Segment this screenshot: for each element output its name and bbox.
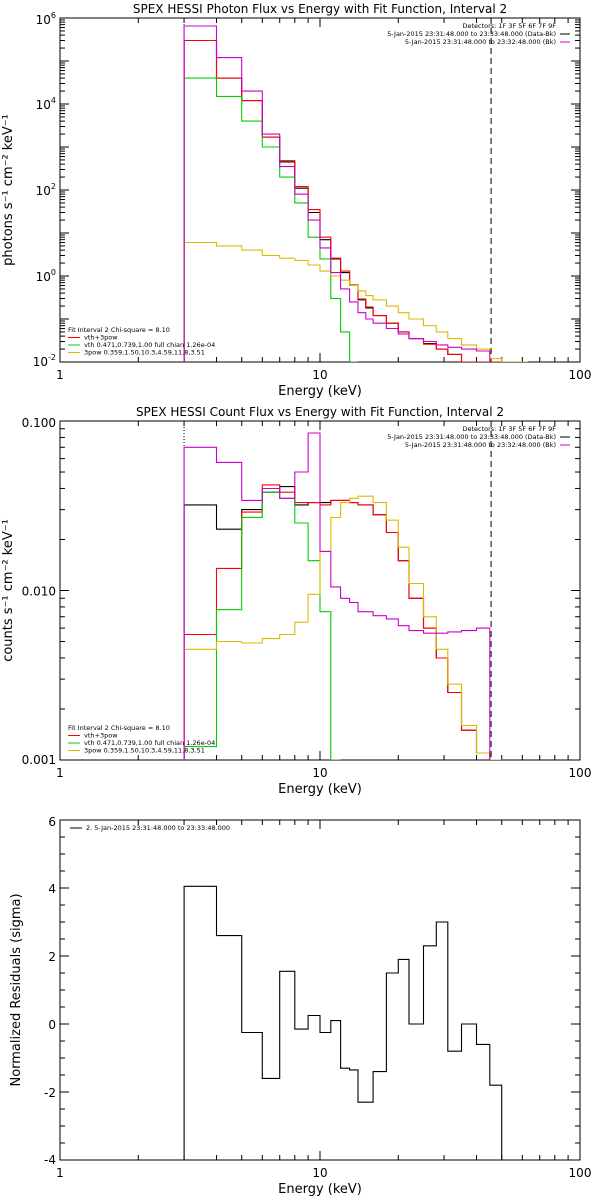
- x-tick-label: 100: [569, 766, 592, 780]
- series-line-3pow: [183, 495, 502, 760]
- legend-entry: Fit Interval 2 Chi-square = 8.10: [68, 326, 170, 334]
- y-tick-exponent: 4: [51, 96, 56, 105]
- legend-entry: 5-Jan-2015 23:31:48.000 to 23:32:48.000 …: [405, 38, 556, 46]
- legend-entry: 3pow 0.359,1.50,10.3,4.59,11.8,3.51: [84, 349, 205, 357]
- legend-entry: 3pow 0.359,1.50,10.3,4.59,11.8,3.51: [84, 747, 205, 755]
- legend-entry: vth+3pow: [84, 732, 118, 740]
- legend-entry: vth 0.471,0.739,1.00 full chian 1.26e-04: [84, 341, 215, 349]
- x-tick-label: 10: [312, 368, 327, 382]
- y-tick-label: 6: [48, 815, 56, 829]
- y-tick-label: 104: [36, 96, 56, 112]
- y-tick-label: 102: [36, 182, 56, 198]
- y-tick-base: 10: [36, 13, 51, 27]
- y-tick-exponent: -2: [48, 353, 56, 362]
- y-tick-label: 106: [36, 11, 56, 27]
- count-flux-panel: SPEX HESSI Count Flux vs Energy with Fit…: [1, 405, 591, 797]
- y-tick-exponent: 2: [51, 182, 56, 191]
- y-axis-label: Normalized Residuals (sigma): [9, 893, 24, 1086]
- x-tick-label: 1: [56, 368, 64, 382]
- series-line-bk: [183, 25, 491, 362]
- legend-entry: Detectors: 1F 3F 5F 6F 7F 9F: [462, 425, 556, 433]
- photon-flux-panel: SPEX HESSI Photon Flux vs Energy with Fi…: [1, 2, 591, 399]
- y-tick-label: -2: [44, 1086, 56, 1100]
- y-tick-base: 10: [36, 270, 51, 284]
- x-tick-label: 10: [312, 1166, 327, 1180]
- y-tick-base: 10: [33, 355, 48, 369]
- y-tick-base: 10: [36, 98, 51, 112]
- y-tick-exponent: 6: [51, 11, 56, 20]
- series-group: [183, 25, 528, 362]
- y-tick-label: 100: [36, 268, 56, 284]
- y-tick-base: 10: [36, 184, 51, 198]
- y-tick-label: 0.100: [22, 416, 56, 430]
- y-tick-label: 10-2: [33, 353, 56, 369]
- series-line-vth-3pow: [183, 484, 491, 760]
- y-tick-label: 2: [48, 950, 56, 964]
- series-line-vth: [183, 77, 358, 362]
- legend-entry: Fit Interval 2 Chi-square = 8.10: [68, 724, 170, 732]
- x-tick-label: 100: [569, 368, 592, 382]
- series-line-vth: [183, 491, 341, 760]
- x-axis-label: Energy (keV): [278, 1182, 362, 1197]
- chart-title: SPEX HESSI Count Flux vs Energy with Fit…: [136, 405, 504, 419]
- series-line-vth-3pow: [183, 39, 502, 362]
- x-tick-label: 100: [569, 1166, 592, 1180]
- y-tick-label: -4: [44, 1153, 56, 1167]
- x-tick-label: 1: [56, 1166, 64, 1180]
- y-tick-label: 0.001: [22, 753, 56, 767]
- series-line-residuals: [183, 885, 503, 1160]
- x-axis-label: Energy (keV): [278, 782, 362, 797]
- series-line-data-bk: [183, 486, 491, 760]
- series-line-data-bk: [183, 39, 490, 362]
- legend-entry: vth+3pow: [84, 334, 118, 342]
- y-axis-label: photons s⁻¹ cm⁻² keV⁻¹: [1, 114, 16, 266]
- x-axis-label: Energy (keV): [278, 384, 362, 399]
- legend-entry: 2. 5-Jan-2015 23:31:48.000 to 23:33:48.0…: [86, 824, 230, 832]
- y-tick-label: 0: [48, 1018, 56, 1032]
- legend-entry: vth 0.471,0.739,1.00 full chian 1.26e-04: [84, 739, 215, 747]
- series-line-3pow: [183, 241, 528, 362]
- legend-entry: 5-Jan-2015 23:31:48.000 to 23:32:48.000 …: [405, 441, 556, 449]
- plot-frame: [59, 17, 581, 363]
- x-tick-label: 1: [56, 766, 64, 780]
- legend-entry: 5-Jan-2015 23:31:48.000 to 23:33:48.000 …: [387, 433, 556, 441]
- legend-entry: 5-Jan-2015 23:31:48.000 to 23:33:48.000 …: [387, 30, 556, 38]
- series-group: [183, 432, 502, 760]
- y-tick-exponent: 0: [51, 268, 56, 277]
- series-line-bk: [183, 432, 491, 760]
- y-tick-label: 0.010: [22, 585, 56, 599]
- series-group: [183, 885, 503, 1160]
- y-axis-label: counts s⁻¹ cm⁻² keV⁻¹: [1, 519, 16, 662]
- chart-title: SPEX HESSI Photon Flux vs Energy with Fi…: [133, 2, 507, 16]
- legend-entry: Detectors: 1F 3F 5F 6F 7F 9F: [462, 22, 556, 30]
- y-tick-label: 4: [48, 882, 56, 896]
- residuals-panel: 1 10 100 -4 -2 0 2 4 6 Energy (keV) Normalized Res…: [9, 815, 591, 1197]
- x-tick-label: 10: [312, 766, 327, 780]
